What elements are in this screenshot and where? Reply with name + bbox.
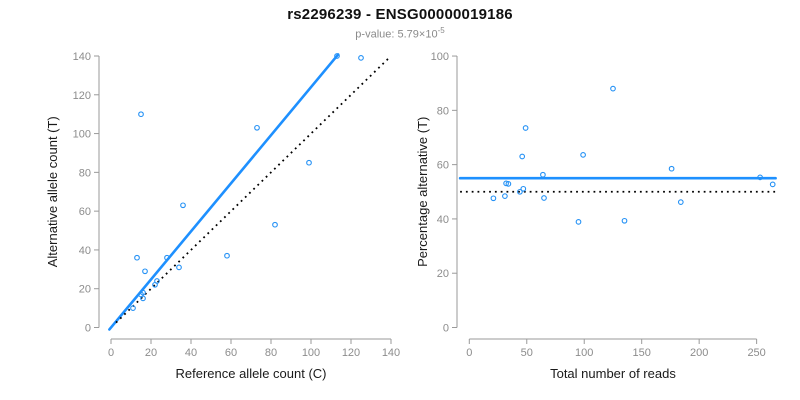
y-tick-label: 60 [79, 206, 91, 218]
regression-line [108, 53, 340, 331]
data-point [254, 124, 260, 131]
y-tick-label: 120 [73, 90, 91, 102]
data-point [580, 152, 586, 158]
tick-labels: 0 50 100 150 200 250 0 20 40 60 80 100 [431, 51, 766, 359]
x-tick-label: 100 [575, 347, 593, 359]
y-tick-label: 20 [437, 268, 449, 280]
data-point [272, 221, 278, 228]
data-point [769, 181, 776, 188]
data-point [490, 195, 497, 202]
pvalue-text: p-value: 5.79×10 [355, 28, 438, 41]
x-tick-label: 250 [747, 347, 765, 359]
data-point [610, 85, 616, 92]
x-tick-label: 80 [265, 347, 277, 359]
x-tick-label: 20 [145, 347, 157, 359]
y-tick-label: 140 [73, 51, 91, 63]
x-tick-label: 150 [633, 347, 651, 359]
data-point [522, 125, 529, 131]
axes [94, 55, 392, 344]
data-point [505, 181, 512, 187]
x-tick-label: 50 [521, 347, 533, 359]
data-point [668, 165, 675, 172]
x-tick-label: 100 [302, 347, 320, 359]
data-point [757, 174, 763, 181]
y-tick-label: 0 [443, 323, 449, 335]
x-tick-label: 140 [382, 347, 400, 359]
figure-header: rs2296239 - ENSG00000019186 p-value: 5.7… [0, 0, 800, 41]
y-axis-title: Alternative allele count (T) [45, 116, 60, 267]
data-point [154, 278, 160, 284]
x-tick-label: 0 [466, 347, 472, 359]
data-point [306, 159, 312, 166]
data-point [520, 185, 527, 192]
data-point [621, 217, 628, 224]
x-tick-label: 0 [108, 347, 114, 359]
y-axis-title: Percentage alternative (T) [415, 117, 430, 267]
y-tick-label: 100 [73, 129, 91, 141]
data-point [164, 254, 170, 261]
data-point [541, 195, 547, 201]
data-point [138, 111, 144, 118]
data-point [334, 53, 340, 59]
data-point [176, 264, 182, 271]
data-point [358, 55, 364, 61]
data-point [677, 199, 684, 205]
data-points [490, 85, 776, 225]
y-tick-label: 40 [79, 245, 91, 257]
pvalue-subtitle: p-value: 5.79×10-5 [0, 26, 800, 41]
data-point [134, 254, 140, 261]
y-tick-label: 60 [437, 160, 449, 172]
y-tick-label: 80 [437, 105, 449, 117]
data-point [502, 193, 508, 199]
x-tick-label: 120 [342, 347, 360, 359]
y-tick-label: 40 [437, 214, 449, 226]
data-point [180, 202, 186, 209]
y-tick-label: 20 [79, 284, 91, 296]
x-tick-label: 60 [225, 347, 237, 359]
data-point [140, 289, 146, 296]
tick-labels: 0 20 40 60 80 100 120 140 0 20 40 60 80 100 120 140 [73, 51, 401, 359]
data-point [575, 219, 582, 225]
pvalue-exponent: -5 [437, 26, 445, 35]
y-tick-label: 100 [431, 51, 449, 63]
data-point [142, 268, 148, 275]
x-tick-label: 200 [690, 347, 708, 359]
x-tick-label: 40 [185, 347, 197, 359]
y-tick-label: 0 [85, 323, 91, 335]
allele-counts-scatter: 0 20 40 60 80 100 120 140 0 20 40 60 80 100 120 140 Refe… [45, 51, 400, 381]
data-point [517, 188, 523, 195]
data-point [519, 153, 526, 160]
data-point [540, 171, 546, 178]
data-point [224, 252, 230, 259]
data-points [130, 53, 364, 311]
data-point [130, 305, 136, 311]
x-axis-title: Total number of reads [550, 366, 676, 381]
x-axis-title: Reference allele count (C) [175, 366, 326, 381]
axes [452, 55, 758, 344]
data-point [503, 180, 509, 187]
figure-title: rs2296239 - ENSG00000019186 [287, 6, 513, 23]
y-tick-label: 80 [79, 167, 91, 179]
percentage-scatter: 0 50 100 150 200 250 0 20 40 60 80 100 Total number … [415, 51, 777, 381]
